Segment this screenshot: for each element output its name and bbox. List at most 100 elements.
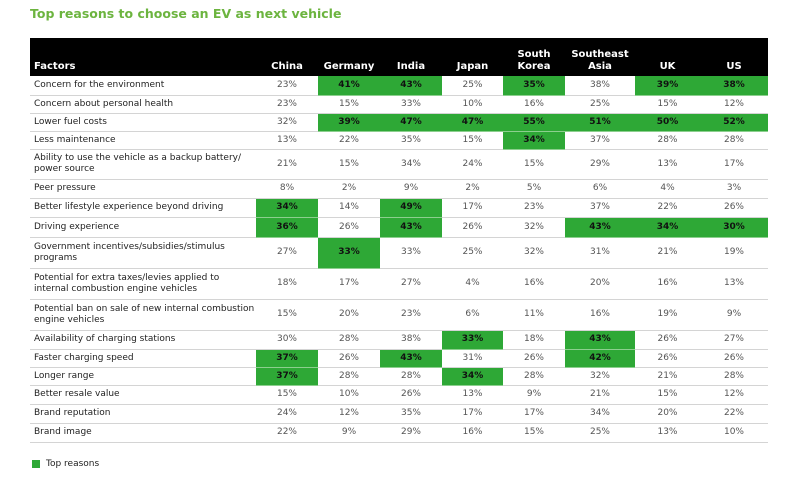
- factor-label: Potential for extra taxes/levies applied…: [30, 268, 256, 300]
- value-cell: 22%: [700, 404, 768, 424]
- factor-label: Longer range: [30, 367, 256, 386]
- value-cell: 24%: [442, 149, 503, 180]
- value-cell: 22%: [318, 131, 380, 150]
- column-header-india: India: [380, 38, 442, 76]
- value-cell: 26%: [635, 330, 700, 350]
- table-row: Better lifestyle experience beyond drivi…: [30, 198, 768, 218]
- value-cell: 2%: [442, 179, 503, 199]
- top-reason-cell: 51%: [565, 113, 635, 132]
- top-reason-cell: 42%: [565, 349, 635, 368]
- value-cell: 21%: [635, 237, 700, 269]
- table-row: Concern for the environment 23% 41% 43% 25% 3…: [30, 76, 768, 96]
- top-reason-cell: 43%: [565, 330, 635, 350]
- top-reason-cell: 55%: [503, 113, 565, 132]
- value-cell: 17%: [442, 404, 503, 424]
- value-cell: 5%: [503, 179, 565, 199]
- value-cell: 25%: [442, 76, 503, 96]
- top-reason-cell: 43%: [380, 217, 442, 238]
- value-cell: 15%: [318, 149, 380, 180]
- top-reason-cell: 47%: [380, 113, 442, 132]
- value-cell: 37%: [565, 131, 635, 150]
- value-cell: 9%: [503, 385, 565, 405]
- value-cell: 38%: [565, 76, 635, 96]
- table-row: Concern about personal health 23% 15% 33% 10…: [30, 95, 768, 114]
- value-cell: 33%: [380, 237, 442, 269]
- value-cell: 30%: [256, 330, 318, 350]
- value-cell: 23%: [256, 95, 318, 114]
- value-cell: 31%: [442, 349, 503, 368]
- value-cell: 28%: [700, 367, 768, 386]
- factor-label: Government incentives/subsidies/stimulus…: [30, 237, 256, 269]
- value-cell: 17%: [700, 149, 768, 180]
- value-cell: 32%: [503, 237, 565, 269]
- column-header-china: China: [256, 38, 318, 76]
- value-cell: 18%: [503, 330, 565, 350]
- top-reason-cell: 38%: [700, 76, 768, 96]
- value-cell: 28%: [503, 367, 565, 386]
- value-cell: 11%: [503, 299, 565, 331]
- top-reason-cell: 50%: [635, 113, 700, 132]
- value-cell: 3%: [700, 179, 768, 199]
- value-cell: 16%: [503, 95, 565, 114]
- legend-swatch: [32, 460, 40, 468]
- value-cell: 6%: [442, 299, 503, 331]
- value-cell: 23%: [256, 76, 318, 96]
- value-cell: 24%: [256, 404, 318, 424]
- top-reason-cell: 47%: [442, 113, 503, 132]
- value-cell: 21%: [635, 367, 700, 386]
- value-cell: 37%: [565, 198, 635, 218]
- factor-label: Better lifestyle experience beyond drivi…: [30, 198, 256, 218]
- value-cell: 32%: [565, 367, 635, 386]
- value-cell: 14%: [318, 198, 380, 218]
- value-cell: 15%: [256, 299, 318, 331]
- top-reason-cell: 34%: [256, 198, 318, 218]
- value-cell: 26%: [700, 349, 768, 368]
- value-cell: 16%: [565, 299, 635, 331]
- table-row: Potential ban on sale of new internal co…: [30, 299, 768, 331]
- value-cell: 27%: [380, 268, 442, 300]
- table-row: Lower fuel costs 32% 39% 47% 47% 55% 51% 50% 52%: [30, 113, 768, 132]
- value-cell: 9%: [380, 179, 442, 199]
- value-cell: 31%: [565, 237, 635, 269]
- value-cell: 10%: [700, 423, 768, 443]
- value-cell: 10%: [318, 385, 380, 405]
- value-cell: 6%: [565, 179, 635, 199]
- value-cell: 26%: [380, 385, 442, 405]
- table-header: Factors China Germany India Japan South Korea…: [30, 38, 768, 76]
- value-cell: 2%: [318, 179, 380, 199]
- top-reason-cell: 33%: [442, 330, 503, 350]
- factor-label: Availability of charging stations: [30, 330, 256, 350]
- value-cell: 26%: [635, 349, 700, 368]
- reasons-table: Factors China Germany India Japan South Korea…: [30, 38, 768, 443]
- top-reason-cell: 34%: [503, 131, 565, 150]
- value-cell: 15%: [635, 95, 700, 114]
- value-cell: 21%: [256, 149, 318, 180]
- value-cell: 26%: [442, 217, 503, 238]
- value-cell: 9%: [700, 299, 768, 331]
- value-cell: 35%: [380, 404, 442, 424]
- value-cell: 13%: [635, 149, 700, 180]
- factor-label: Concern for the environment: [30, 76, 256, 96]
- table-row: Potential for extra taxes/levies applied…: [30, 268, 768, 300]
- table-row: Less maintenance 13% 22% 35% 15% 34% 37% 28% 28%: [30, 131, 768, 150]
- value-cell: 26%: [503, 349, 565, 368]
- column-header-japan: Japan: [442, 38, 503, 76]
- value-cell: 15%: [318, 95, 380, 114]
- factor-label: Faster charging speed: [30, 349, 256, 368]
- legend-label: Top reasons: [46, 459, 100, 469]
- top-reason-cell: 49%: [380, 198, 442, 218]
- factor-label: Better resale value: [30, 385, 256, 405]
- top-reason-cell: 37%: [256, 367, 318, 386]
- value-cell: 12%: [700, 385, 768, 405]
- value-cell: 13%: [256, 131, 318, 150]
- value-cell: 15%: [256, 385, 318, 405]
- factor-label: Concern about personal health: [30, 95, 256, 114]
- value-cell: 20%: [635, 404, 700, 424]
- page-title: Top reasons to choose an EV as next vehi…: [30, 6, 342, 21]
- value-cell: 28%: [318, 367, 380, 386]
- table-row: Longer range 37% 28% 28% 34% 28% 32% 21% 28%: [30, 367, 768, 386]
- value-cell: 18%: [256, 268, 318, 300]
- value-cell: 28%: [318, 330, 380, 350]
- value-cell: 32%: [503, 217, 565, 238]
- top-reason-cell: 34%: [635, 217, 700, 238]
